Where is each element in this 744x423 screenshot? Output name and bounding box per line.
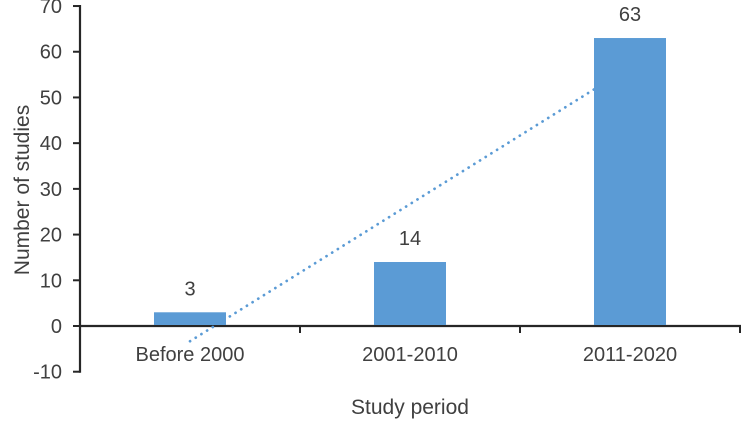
y-tick-label: 60	[40, 42, 62, 64]
y-tick-label: 70	[40, 0, 62, 18]
x-tick-label: 2001-2010	[362, 344, 458, 366]
bar	[154, 312, 226, 325]
y-tick-label: 40	[40, 133, 62, 155]
x-tick-label: Before 2000	[136, 344, 245, 366]
bar-value-label: 3	[184, 278, 195, 300]
y-tick-label: 20	[40, 225, 62, 247]
y-tick-label: 30	[40, 179, 62, 201]
y-tick-label: 10	[40, 270, 62, 292]
y-tick-label: -10	[33, 362, 62, 384]
bar-value-label: 14	[399, 228, 421, 250]
x-axis-title: Study period	[351, 396, 469, 419]
bar	[594, 38, 666, 325]
trendline	[188, 65, 632, 343]
y-tick-label: 0	[51, 316, 62, 338]
bar-value-label: 63	[619, 4, 641, 26]
y-tick-label: 50	[40, 87, 62, 109]
x-tick-label: 2011-2020	[583, 344, 677, 366]
bar	[374, 262, 446, 325]
